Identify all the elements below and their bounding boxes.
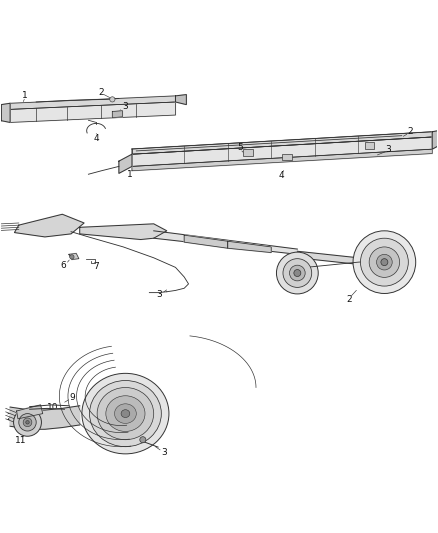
Text: 3: 3 <box>162 448 167 457</box>
Ellipse shape <box>106 396 145 431</box>
Circle shape <box>19 414 36 431</box>
Circle shape <box>294 270 301 277</box>
Polygon shape <box>297 251 358 264</box>
Ellipse shape <box>89 381 161 447</box>
Polygon shape <box>80 224 167 239</box>
Text: 9: 9 <box>69 393 75 401</box>
Text: 4: 4 <box>279 171 285 180</box>
Text: 7: 7 <box>93 262 99 271</box>
Text: 3: 3 <box>123 102 128 111</box>
Circle shape <box>110 97 115 102</box>
Circle shape <box>70 255 74 259</box>
Text: 2: 2 <box>7 414 12 423</box>
Polygon shape <box>119 154 132 173</box>
Bar <box>243 149 253 156</box>
Circle shape <box>26 421 29 424</box>
Polygon shape <box>132 132 432 154</box>
Circle shape <box>381 259 388 265</box>
Circle shape <box>377 254 392 270</box>
Polygon shape <box>154 231 297 254</box>
Polygon shape <box>184 235 228 248</box>
Ellipse shape <box>121 410 130 417</box>
Text: 1: 1 <box>127 169 133 179</box>
Polygon shape <box>432 130 438 149</box>
Bar <box>282 154 292 160</box>
Circle shape <box>353 231 416 294</box>
Polygon shape <box>69 254 79 260</box>
Polygon shape <box>1 103 10 123</box>
Polygon shape <box>10 102 176 123</box>
Polygon shape <box>132 149 432 171</box>
Text: 1: 1 <box>22 91 28 100</box>
Polygon shape <box>132 137 432 166</box>
Polygon shape <box>10 96 176 109</box>
Text: 3: 3 <box>156 290 162 300</box>
Text: 8: 8 <box>127 381 133 390</box>
Circle shape <box>140 437 146 443</box>
Ellipse shape <box>115 404 136 423</box>
Text: 3: 3 <box>385 146 391 155</box>
Bar <box>365 142 374 149</box>
Circle shape <box>360 238 408 286</box>
Text: 2: 2 <box>99 88 104 97</box>
Text: 10: 10 <box>47 403 59 413</box>
Text: 2: 2 <box>408 127 413 136</box>
Circle shape <box>14 408 42 436</box>
Text: 2: 2 <box>347 295 353 304</box>
Text: 6: 6 <box>60 261 66 270</box>
Polygon shape <box>228 241 271 253</box>
Circle shape <box>290 265 305 281</box>
Polygon shape <box>14 214 84 237</box>
Circle shape <box>369 247 399 277</box>
Circle shape <box>283 259 312 287</box>
Polygon shape <box>113 111 122 118</box>
Ellipse shape <box>97 387 154 440</box>
Text: 11: 11 <box>15 436 27 445</box>
Circle shape <box>276 252 318 294</box>
Text: 5: 5 <box>237 143 243 152</box>
Circle shape <box>23 418 32 426</box>
Ellipse shape <box>82 373 169 454</box>
Text: 4: 4 <box>93 134 99 143</box>
Polygon shape <box>176 94 186 104</box>
Polygon shape <box>17 405 43 419</box>
Polygon shape <box>10 406 80 429</box>
